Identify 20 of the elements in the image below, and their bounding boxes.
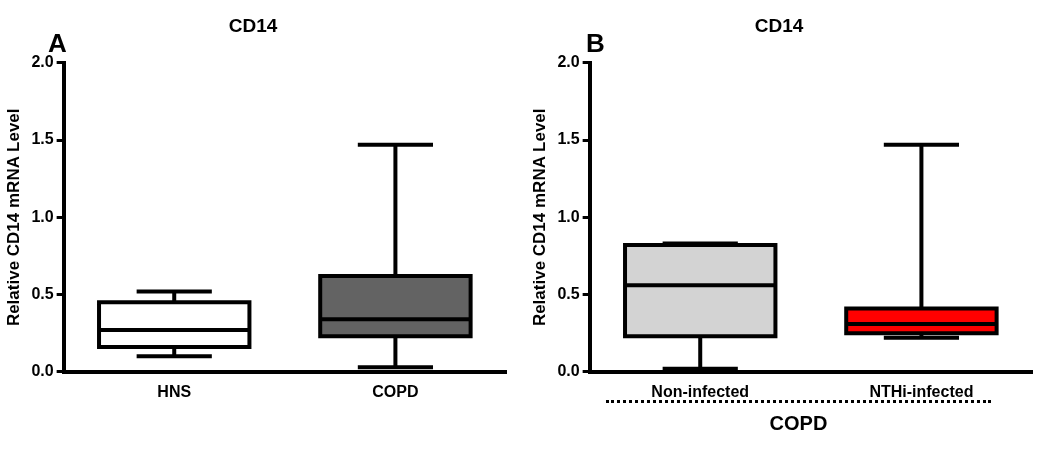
text: B <box>586 28 605 59</box>
y-tick-label: 1.0 <box>31 207 54 225</box>
y-tick-label: 0.5 <box>31 284 54 302</box>
x-tick-label: HNS <box>157 382 192 400</box>
y-tick-label: 2.0 <box>557 53 580 71</box>
y-tick-label: 1.5 <box>31 130 54 148</box>
y-tick-label: 0.5 <box>557 284 580 302</box>
y-tick-label: 1.0 <box>557 207 580 225</box>
y-axis-title: Relative CD14 mRNA Level <box>529 108 549 327</box>
y-tick-label: 0.0 <box>31 362 54 380</box>
chart-title: CD14 <box>228 14 278 36</box>
x-tick-label: Non-infected <box>651 382 750 400</box>
chart-title: CD14 <box>754 14 804 36</box>
y-tick-label: 1.5 <box>557 130 580 148</box>
text: COPD <box>768 412 829 435</box>
x-tick-label: NTHi-infected <box>869 382 974 400</box>
y-tick-label: 2.0 <box>31 53 54 71</box>
y-axis-title: Relative CD14 mRNA Level <box>3 108 23 327</box>
x-tick-label: COPD <box>372 382 419 400</box>
y-tick-label: 0.0 <box>557 362 580 380</box>
